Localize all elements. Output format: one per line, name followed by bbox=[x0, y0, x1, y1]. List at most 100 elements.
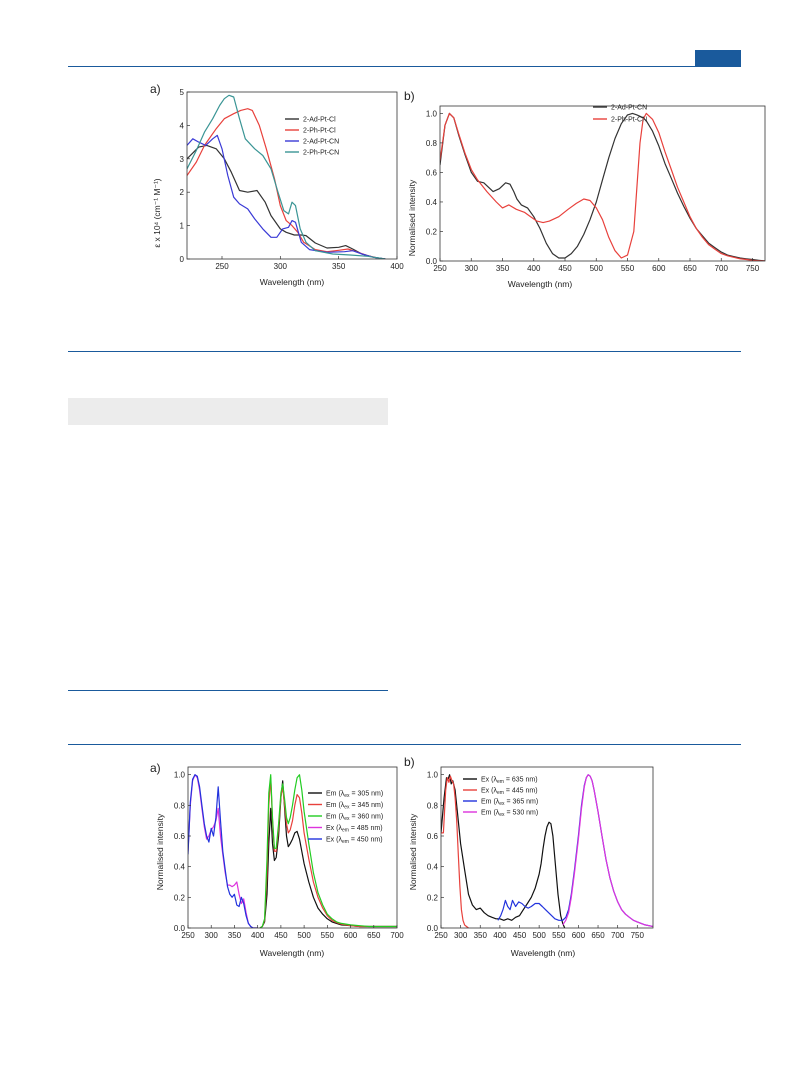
x-tick-label: 350 bbox=[474, 931, 488, 940]
legend-label: Ex (λem = 445 nm) bbox=[481, 788, 538, 797]
x-tick-label: 650 bbox=[367, 931, 381, 940]
y-tick-label: 0.4 bbox=[426, 198, 438, 207]
x-axis-label: Wavelength (nm) bbox=[508, 279, 573, 289]
x-tick-label: 750 bbox=[746, 264, 760, 273]
y-tick-label: 0.4 bbox=[174, 863, 186, 872]
y-tick-label: 0 bbox=[180, 255, 185, 264]
x-tick-label: 600 bbox=[572, 931, 586, 940]
series-line-3 bbox=[562, 774, 653, 928]
figure1-panel-b: b) 250 300 350 400 450 500 550 600 650 700 750 0.0 0… bbox=[404, 89, 766, 289]
panel-letter: a) bbox=[150, 82, 161, 96]
y-tick-label: 0.4 bbox=[427, 863, 439, 872]
x-tick-label: 350 bbox=[228, 931, 242, 940]
x-tick-label: 250 bbox=[215, 262, 229, 271]
y-tick-label: 0.2 bbox=[426, 227, 438, 236]
series-line-0 bbox=[440, 112, 765, 261]
y-tick-label: 2 bbox=[180, 188, 185, 197]
x-tick-label: 700 bbox=[611, 931, 625, 940]
x-tick-label: 550 bbox=[552, 931, 566, 940]
x-tick-label: 700 bbox=[390, 931, 404, 940]
y-tick-label: 0.0 bbox=[427, 924, 439, 933]
y-tick-label: 0.8 bbox=[426, 139, 438, 148]
plot-frame bbox=[187, 766, 398, 929]
x-tick-label: 750 bbox=[631, 931, 645, 940]
legend-label: Em (λex = 530 nm) bbox=[481, 810, 538, 819]
y-tick-label: 4 bbox=[180, 121, 185, 130]
panel-letter: b) bbox=[404, 755, 415, 769]
series-line-2 bbox=[259, 774, 397, 928]
y-tick-label: 0.2 bbox=[174, 893, 186, 902]
x-tick-label: 550 bbox=[621, 264, 635, 273]
series-line-4 bbox=[188, 774, 258, 928]
series-line-1 bbox=[440, 112, 765, 261]
legend-label: Em (λex = 305 nm) bbox=[326, 791, 383, 800]
legend-label: 2-Ph-Pt-CN bbox=[611, 117, 647, 124]
legend-label: Em (λex = 365 nm) bbox=[481, 799, 538, 808]
x-tick-label: 400 bbox=[493, 931, 507, 940]
caption-box bbox=[68, 398, 388, 425]
series-line-0 bbox=[441, 774, 566, 928]
series-line-3 bbox=[187, 94, 386, 259]
x-tick-label: 350 bbox=[496, 264, 510, 273]
figure1-panel-a: a) 250 300 350 400 0 1 2 3 4 5 2-Ad-Pt-Cl 2-Ph-Pt-C… bbox=[150, 82, 404, 287]
legend-label: Ex (λem = 635 nm) bbox=[481, 777, 538, 786]
y-tick-label: 5 bbox=[180, 88, 185, 97]
y-tick-label: 1.0 bbox=[427, 771, 439, 780]
x-tick-label: 450 bbox=[274, 931, 288, 940]
series-line-1 bbox=[441, 775, 469, 928]
legend-label: Em (λex = 345 nm) bbox=[326, 802, 383, 811]
x-tick-label: 550 bbox=[321, 931, 335, 940]
y-tick-label: 1 bbox=[180, 222, 185, 231]
x-tick-label: 650 bbox=[683, 264, 697, 273]
y-tick-label: 0.0 bbox=[174, 924, 186, 933]
caption-underline bbox=[68, 690, 388, 691]
x-tick-label: 600 bbox=[652, 264, 666, 273]
panel-letter: a) bbox=[150, 761, 161, 775]
y-axis-label: Normalised intensity bbox=[408, 813, 418, 890]
x-tick-label: 500 bbox=[590, 264, 604, 273]
series-line-0 bbox=[187, 144, 386, 259]
series-line-1 bbox=[187, 108, 386, 259]
y-tick-label: 3 bbox=[180, 155, 185, 164]
y-tick-label: 0.6 bbox=[427, 832, 439, 841]
x-tick-label: 450 bbox=[558, 264, 572, 273]
y-tick-label: 0.8 bbox=[174, 801, 186, 810]
x-tick-label: 600 bbox=[344, 931, 358, 940]
legend-label: 2-Ad-Pt-CN bbox=[611, 105, 647, 112]
y-axis-label: ε x 10⁴ (cm⁻¹ M⁻¹) bbox=[152, 178, 162, 247]
series-layer bbox=[187, 94, 386, 259]
x-tick-label: 400 bbox=[251, 931, 265, 940]
series-layer bbox=[440, 112, 765, 261]
y-tick-label: 1.0 bbox=[426, 109, 438, 118]
y-tick-label: 1.0 bbox=[174, 771, 186, 780]
y-axis-label: Normalised intensity bbox=[155, 813, 165, 890]
y-tick-label: 0.8 bbox=[427, 801, 439, 810]
series-layer bbox=[441, 774, 653, 928]
legend-label: 2-Ad-Pt-Cl bbox=[303, 117, 336, 124]
series-layer bbox=[188, 774, 397, 928]
x-tick-label: 300 bbox=[205, 931, 219, 940]
x-tick-label: 650 bbox=[591, 931, 605, 940]
y-tick-label: 0.2 bbox=[427, 893, 439, 902]
x-tick-label: 250 bbox=[433, 264, 447, 273]
plot-frame bbox=[439, 105, 766, 262]
x-tick-label: 500 bbox=[532, 931, 546, 940]
y-tick-label: 0.6 bbox=[426, 168, 438, 177]
header-corner-tab bbox=[695, 50, 741, 66]
x-tick-label: 350 bbox=[332, 262, 346, 271]
figure2-panel-a: a) 250 300 350 400 450 500 550 600 650 700 0.0 0.2 0… bbox=[150, 761, 404, 958]
legend-label: Em (λex = 360 nm) bbox=[326, 814, 383, 823]
x-tick-label: 400 bbox=[527, 264, 541, 273]
x-tick-label: 300 bbox=[465, 264, 479, 273]
figure2-panel-b: b) 250 300 350 400 450 500 550 600 650 700 750 0.0 0… bbox=[404, 755, 654, 958]
x-axis-label: Wavelength (nm) bbox=[511, 948, 576, 958]
panel-letter: b) bbox=[404, 89, 415, 103]
series-line-2 bbox=[187, 134, 386, 259]
legend-label: Ex (λem = 485 nm) bbox=[326, 825, 383, 834]
legend-label: 2-Ph-Pt-CN bbox=[303, 150, 339, 157]
x-tick-label: 300 bbox=[454, 931, 468, 940]
section-rule-2 bbox=[68, 744, 741, 745]
x-axis-label: Wavelength (nm) bbox=[260, 948, 325, 958]
x-tick-label: 450 bbox=[513, 931, 527, 940]
x-tick-label: 500 bbox=[297, 931, 311, 940]
